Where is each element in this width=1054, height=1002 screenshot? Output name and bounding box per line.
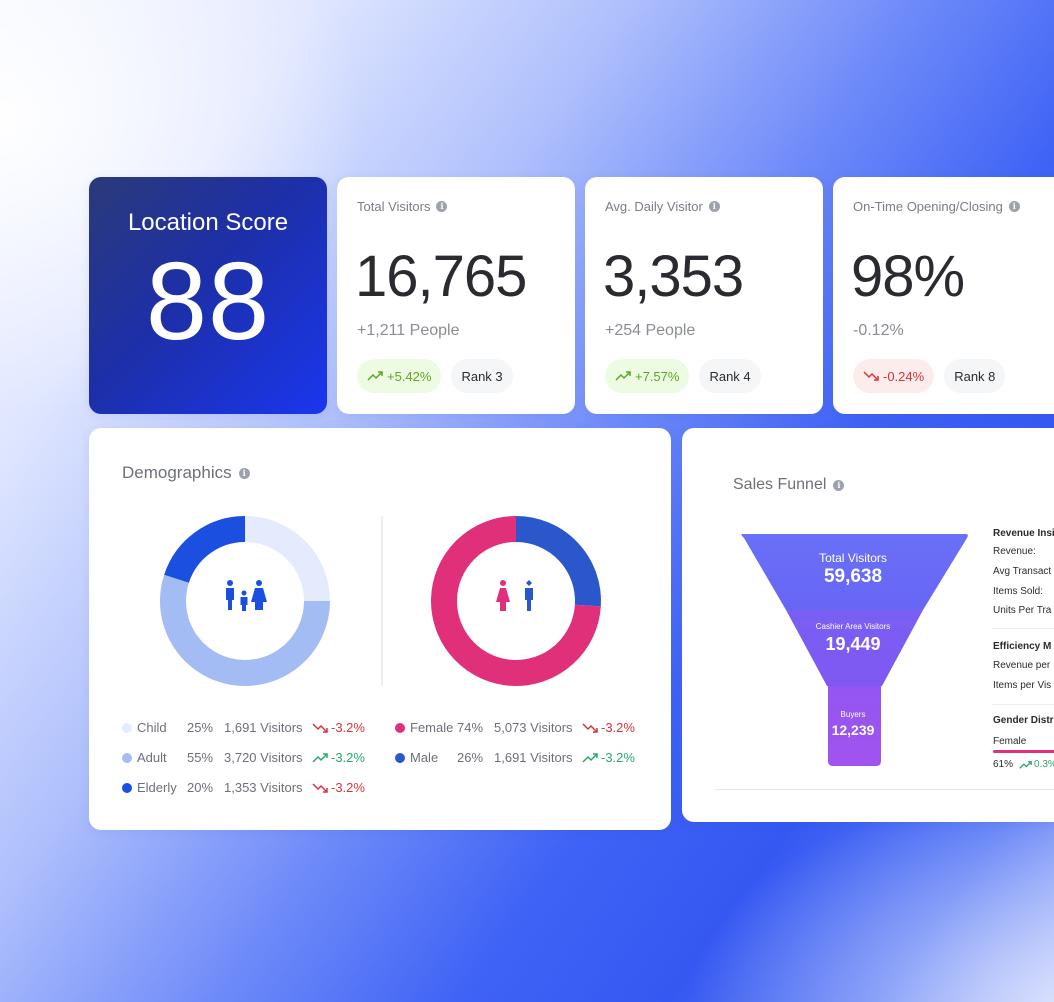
gender-progress-bar xyxy=(993,750,1054,753)
legend-dot xyxy=(395,752,405,763)
location-score-card[interactable]: Location Score 88 xyxy=(89,177,327,414)
legend-dot xyxy=(122,752,132,763)
trend-up-icon xyxy=(1019,760,1032,769)
location-score-value: 88 xyxy=(145,240,271,363)
change-badge: +7.57% xyxy=(605,359,690,393)
kpi-value: 98% xyxy=(851,244,965,309)
kpi-title: Total Visitors xyxy=(357,199,431,214)
legend-dot xyxy=(395,722,405,733)
rank-badge: Rank 4 xyxy=(699,359,761,393)
donut-segment-male[interactable] xyxy=(515,516,601,607)
insight-label: Units Per Tra xyxy=(993,605,1052,616)
kpi-subtext: +254 People xyxy=(605,322,696,339)
kpi-card-total-visitors[interactable]: Total Visitors i 16,765 +1,211 People +5.… xyxy=(337,177,575,414)
insight-label: Revenue per xyxy=(993,660,1051,671)
trend-down-icon xyxy=(312,782,328,793)
donut-segment-child[interactable] xyxy=(244,516,330,602)
gender-label: Female xyxy=(993,736,1027,747)
trend-up-icon xyxy=(582,752,598,763)
legend-item-child: Child 25% 1,691 Visitors -3.2% xyxy=(122,720,365,735)
gender-donut-chart[interactable] xyxy=(429,514,603,688)
gender-distribution-title: Gender Distr xyxy=(993,715,1054,726)
info-icon[interactable]: i xyxy=(833,479,845,491)
donut-segment-elderly[interactable] xyxy=(164,516,246,584)
kpi-card-on-time-opening[interactable]: On-Time Opening/Closing i 98% -0.12% -0.2… xyxy=(833,177,1054,414)
sales-funnel-title: Sales Funnel xyxy=(733,476,827,493)
funnel-stage-total-visitors xyxy=(741,534,968,610)
change-badge: -0.24% xyxy=(853,359,935,393)
age-donut-chart[interactable] xyxy=(158,514,332,688)
kpi-value: 16,765 xyxy=(355,244,527,309)
funnel-label-cashier-area: Cashier Area Visitors 19,449 xyxy=(815,622,891,654)
gender-percent: 61% xyxy=(993,759,1014,770)
donut-segment-adult[interactable] xyxy=(160,574,330,686)
info-icon[interactable]: i xyxy=(436,201,448,212)
kpi-subtext: +1,211 People xyxy=(357,322,460,339)
funnel-label-total-visitors: Total Visitors 59,638 xyxy=(819,551,887,587)
funnel-stage-cashier-area xyxy=(786,610,923,686)
efficiency-title: Efficiency M xyxy=(993,641,1052,652)
trend-down-icon xyxy=(863,371,879,381)
kpi-title: On-Time Opening/Closing xyxy=(853,199,1003,214)
divider xyxy=(992,704,1054,705)
kpi-title: Avg. Daily Visitor xyxy=(605,199,703,214)
trend-up-icon xyxy=(367,371,383,381)
family-icon xyxy=(226,580,267,611)
revenue-insights-title: Revenue Insig xyxy=(993,528,1054,539)
legend-item-elderly: Elderly 20% 1,353 Visitors -3.2% xyxy=(122,780,365,795)
insight-label: Items per Vis xyxy=(993,680,1052,691)
trend-up-icon xyxy=(615,371,631,381)
legend-dot xyxy=(122,782,132,793)
funnel-chart[interactable] xyxy=(740,532,970,768)
divider xyxy=(381,516,383,686)
trend-down-icon xyxy=(312,722,328,733)
rank-badge: Rank 3 xyxy=(451,359,513,393)
trend-down-icon xyxy=(582,722,598,733)
rank-badge: Rank 8 xyxy=(944,359,1006,393)
gender-icon xyxy=(496,580,533,611)
insight-label: Avg Transact xyxy=(993,566,1052,577)
trend-up-icon xyxy=(312,752,328,763)
insight-label: Items Sold: xyxy=(993,586,1044,597)
funnel-label-buyers: Buyers 12,239 xyxy=(831,710,875,738)
insight-label: Revenue: xyxy=(993,546,1036,557)
info-icon[interactable]: i xyxy=(708,201,720,212)
kpi-value: 3,353 xyxy=(603,244,744,309)
kpi-subtext: -0.12% xyxy=(853,322,904,339)
gender-change: 0.3% xyxy=(1019,759,1054,770)
funnel-stage-buyers xyxy=(828,686,881,766)
location-score-title: Location Score xyxy=(127,209,289,236)
kpi-card-avg-daily-visitor[interactable]: Avg. Daily Visitor i 3,353 +254 People +7… xyxy=(585,177,823,414)
divider xyxy=(992,628,1054,629)
legend-item-female: Female 74% 5,073 Visitors -3.2% xyxy=(395,720,635,735)
demographics-card: Demographics i Child 25% 1,691 Visitors … xyxy=(89,428,671,830)
divider xyxy=(715,789,1054,790)
info-icon[interactable]: i xyxy=(238,467,250,479)
info-icon[interactable]: i xyxy=(1008,201,1020,212)
legend-item-male: Male 26% 1,691 Visitors -3.2% xyxy=(395,750,635,765)
sales-funnel-card: Sales Funnel i Total Visitors 59,638 Cas… xyxy=(682,428,1054,822)
demographics-title: Demographics xyxy=(122,463,232,482)
legend-dot xyxy=(122,722,132,733)
change-badge: +5.42% xyxy=(357,359,442,393)
donut-segment-female[interactable] xyxy=(431,516,601,686)
legend-item-adult: Adult 55% 3,720 Visitors -3.2% xyxy=(122,750,365,765)
